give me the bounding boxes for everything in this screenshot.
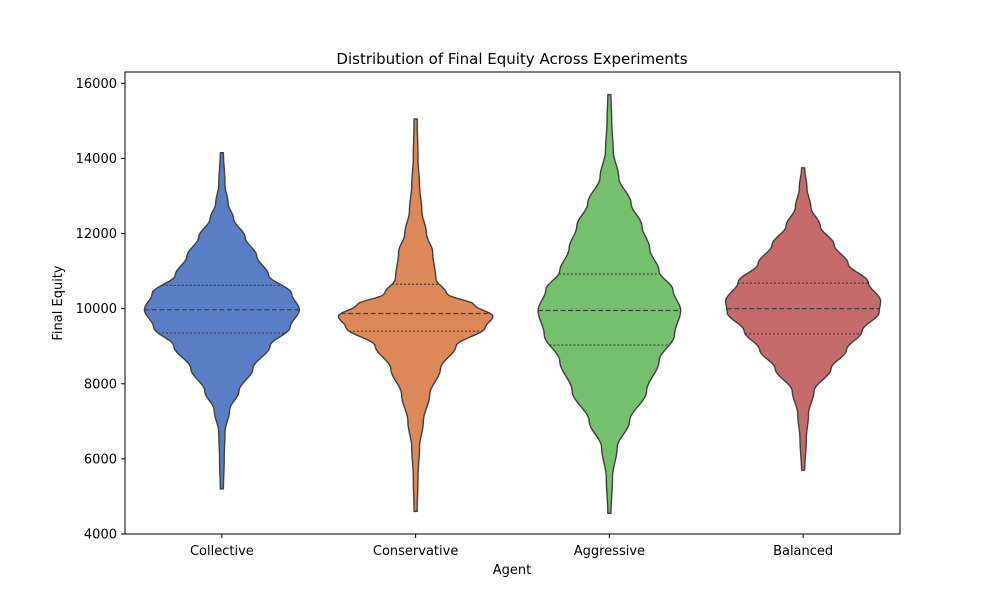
y-tick-label: 12000 (76, 227, 117, 242)
plot-frame (124, 71, 901, 535)
x-tick-label-balanced: Balanced (773, 544, 833, 559)
violin-balanced (724, 167, 882, 471)
chart-title: Distribution of Final Equity Across Expe… (336, 50, 687, 68)
y-tick-label: 4000 (84, 528, 117, 543)
y-tick-label: 8000 (84, 377, 117, 392)
y-axis-label: Final Equity (51, 265, 66, 341)
y-tick-label: 6000 (84, 452, 117, 467)
x-axis-label: Agent (493, 563, 531, 578)
x-tick-label-collective: Collective (190, 544, 254, 559)
x-tick-label-conservative: Conservative (373, 544, 458, 559)
x-axis-ticks: Collective Conservative Aggressive Balanced (190, 534, 833, 559)
violin-body (537, 93, 682, 515)
violin-body (337, 118, 494, 513)
y-tick-label: 10000 (76, 302, 117, 317)
y-axis-ticks: 4000 6000 8000 10000 12000 14000 16000 (76, 77, 125, 543)
violins-group (143, 93, 882, 515)
violin-collective (143, 152, 301, 490)
violin-conservative (337, 118, 494, 513)
y-tick-label: 14000 (76, 152, 117, 167)
violin-body (143, 152, 301, 490)
violin-aggressive (537, 93, 682, 515)
violin-body (724, 167, 882, 471)
x-tick-label-aggressive: Aggressive (574, 544, 645, 559)
y-tick-label: 16000 (76, 77, 117, 92)
